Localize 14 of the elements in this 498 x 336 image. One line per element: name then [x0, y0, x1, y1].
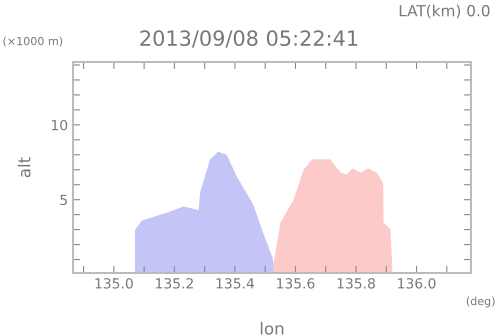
chart-subtitle: LAT(km) 0.0 — [400, 4, 490, 18]
x-tick-label: 135.4 — [216, 278, 254, 289]
x-axis-title: lon — [260, 322, 284, 335]
x-tick-label: 135.8 — [338, 278, 375, 289]
x-tick-label: 135.2 — [156, 278, 193, 289]
y-axis-title: alt — [18, 157, 31, 178]
x-tick-label: 135.6 — [277, 278, 314, 289]
text: (deg) — [466, 296, 495, 308]
x-tick-label: 136.0 — [398, 278, 436, 289]
x-tick-label: 135.0 — [96, 278, 133, 289]
y-tick-label: 5 — [60, 194, 67, 206]
chart-title: 2013/09/08 05:22:41 — [140, 30, 358, 48]
y-tick-label: 10 — [52, 120, 68, 130]
text: (×1000 m) — [3, 36, 62, 47]
